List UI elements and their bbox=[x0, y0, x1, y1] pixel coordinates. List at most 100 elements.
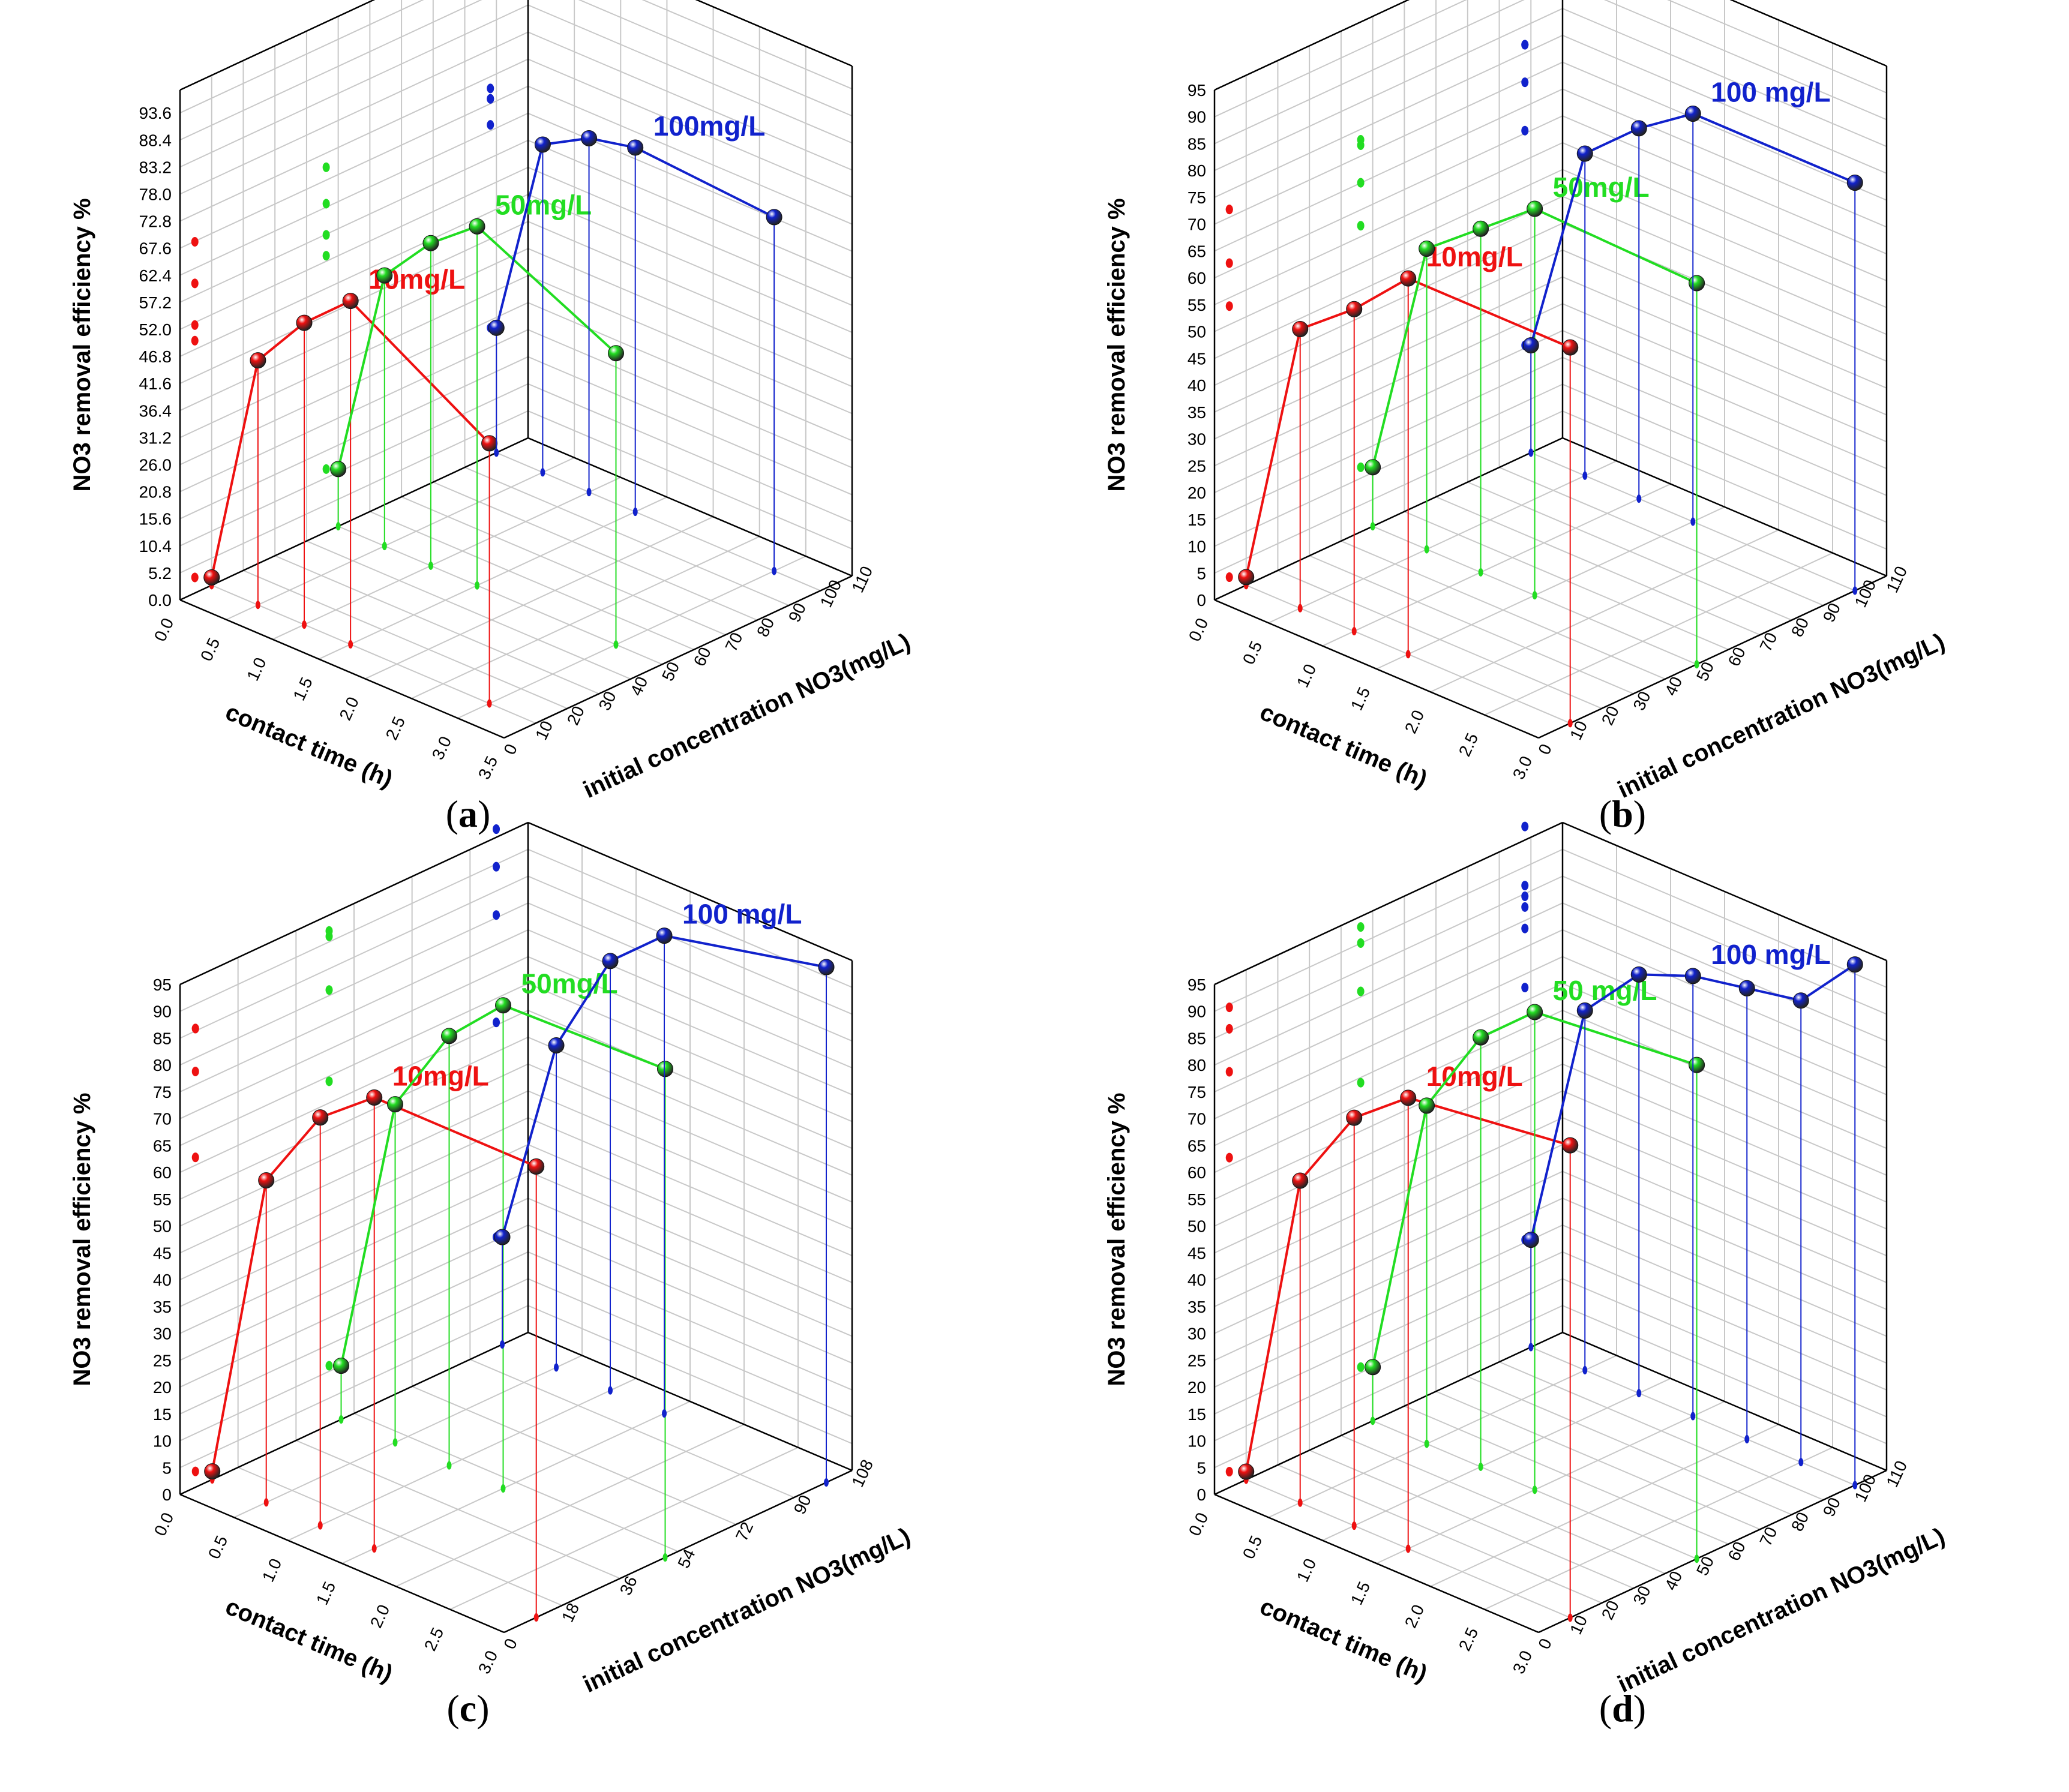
z-gridline-left bbox=[1214, 1305, 1563, 1469]
z-tick-label: 75 bbox=[153, 1083, 172, 1101]
z-tick-label: 60 bbox=[1188, 269, 1206, 287]
z-tick-label: 65 bbox=[153, 1136, 172, 1155]
data-point bbox=[581, 130, 598, 146]
wall-projection bbox=[1357, 922, 1365, 932]
x-tick-label: 2.0 bbox=[1401, 707, 1428, 736]
data-point bbox=[1292, 321, 1309, 338]
floor-projection bbox=[371, 1544, 377, 1553]
y-gridline-floor bbox=[211, 584, 536, 724]
z-gridline-left bbox=[179, 275, 529, 439]
z-tick-label: 62.4 bbox=[139, 266, 172, 285]
floor-projection bbox=[586, 488, 592, 497]
data-point bbox=[1689, 275, 1705, 292]
z-gridline-back bbox=[527, 329, 853, 469]
series-label: 50mg/L bbox=[495, 189, 592, 220]
z-gridline-left bbox=[1214, 0, 1467, 118]
z-gridline-left bbox=[1214, 276, 1563, 440]
wall-projection bbox=[1225, 1067, 1233, 1077]
grid bbox=[179, 821, 853, 1634]
series-100: 100 mg/L bbox=[1521, 40, 1863, 595]
y-gridline-floor bbox=[1309, 1449, 1634, 1589]
x-axis-title: contact time (h) bbox=[1256, 1593, 1431, 1688]
z-tick-label: 45 bbox=[1188, 349, 1206, 368]
floor-projection bbox=[554, 1363, 559, 1372]
data-point bbox=[1473, 1029, 1489, 1046]
z-tick-label: 35 bbox=[153, 1298, 172, 1316]
y-gridline-floor bbox=[1499, 1361, 1824, 1501]
y-axis-title: initial concentration NO3(mg/L) bbox=[1614, 628, 1948, 803]
z-tick-label: 26.0 bbox=[139, 455, 172, 474]
floor-projection bbox=[487, 699, 492, 708]
data-point bbox=[441, 1028, 458, 1044]
wall-projection bbox=[1357, 938, 1365, 948]
z-gridline-back bbox=[527, 275, 853, 415]
series-50: 50mg/L bbox=[325, 926, 674, 1562]
z-tick-label: 93.6 bbox=[139, 104, 172, 122]
z-tick-label: 80 bbox=[1188, 161, 1206, 180]
wall-projection bbox=[322, 464, 330, 474]
z-gridline-left bbox=[179, 167, 529, 330]
z-tick-label: 55 bbox=[153, 1190, 172, 1209]
floor-projection bbox=[1694, 660, 1699, 669]
z-axis-title: NO3 removal efficiency % bbox=[69, 198, 95, 491]
z-tick-label: 70 bbox=[153, 1110, 172, 1128]
wall-projection bbox=[1357, 140, 1365, 151]
z-gridline-left bbox=[179, 139, 529, 303]
data-point bbox=[481, 435, 498, 452]
y-gridline-floor bbox=[338, 526, 663, 665]
floor-projection bbox=[1636, 1389, 1642, 1398]
data-point bbox=[422, 235, 439, 251]
z-gridline-back bbox=[527, 410, 853, 550]
data-point bbox=[602, 953, 619, 969]
z-tick-label: 72.8 bbox=[139, 212, 172, 231]
axis-frame-edge bbox=[179, 599, 505, 739]
data-point bbox=[1684, 106, 1701, 122]
z-tick-label: 90 bbox=[153, 1002, 172, 1021]
y-tick-label: 72 bbox=[732, 1519, 757, 1544]
chart-panel-b: 0 5 10 15 20 25 30 35 40 45 50 55 60 65 70 75 80 85 90 95 0.… bbox=[1034, 0, 2069, 895]
data-point bbox=[1684, 968, 1701, 984]
z-gridline-left bbox=[179, 248, 529, 412]
x-tick-label: 1.5 bbox=[1347, 1578, 1374, 1607]
chart-b-svg: 0 5 10 15 20 25 30 35 40 45 50 55 60 65 70 75 80 85 90 95 0.… bbox=[1104, 0, 1949, 803]
x-tick-label: 1.5 bbox=[1347, 684, 1374, 713]
x-gridline-floor bbox=[1430, 529, 1779, 693]
data-point bbox=[1576, 1002, 1593, 1019]
data-point bbox=[1576, 145, 1593, 162]
z-tick-label: 0.0 bbox=[148, 591, 172, 610]
x-tick-label: 1.5 bbox=[313, 1578, 340, 1607]
z-gridline-left bbox=[179, 329, 529, 493]
x-tick-label: 3.0 bbox=[428, 734, 455, 763]
floor-projection bbox=[1690, 1412, 1696, 1421]
x-tick-label: 2.0 bbox=[1401, 1602, 1428, 1631]
wall-projection bbox=[1521, 902, 1529, 912]
z-tick-label: 50 bbox=[1188, 323, 1206, 341]
data-point bbox=[494, 1229, 511, 1245]
z-gridline-left bbox=[1214, 956, 1563, 1119]
x-gridline-floor bbox=[226, 457, 575, 620]
floor-projection bbox=[662, 1553, 668, 1562]
y-tick-label: 60 bbox=[1725, 644, 1749, 669]
wall-projection bbox=[322, 230, 330, 240]
z-tick-label: 10 bbox=[153, 1432, 172, 1451]
y-gridline-floor bbox=[401, 496, 726, 636]
y-gridline-floor bbox=[306, 540, 631, 680]
wall-projection bbox=[325, 985, 333, 995]
z-gridline-left bbox=[1214, 330, 1563, 493]
z-tick-label: 57.2 bbox=[139, 293, 172, 312]
series-50: 50mg/L bbox=[1357, 135, 1705, 669]
wall-projection bbox=[191, 572, 199, 583]
floor-projection bbox=[1370, 1416, 1375, 1425]
series-label: 100 mg/L bbox=[1711, 77, 1830, 108]
y-gridline-floor bbox=[1278, 1464, 1602, 1604]
z-tick-label: 40 bbox=[1188, 376, 1206, 395]
wall-projection bbox=[493, 824, 500, 835]
x-tick-label: 0.0 bbox=[1185, 1509, 1212, 1538]
caption-b: (b) bbox=[1599, 793, 1647, 835]
z-tick-label: 30 bbox=[1188, 430, 1206, 449]
data-point bbox=[627, 139, 644, 156]
x-tick-label: 2.5 bbox=[1455, 730, 1482, 759]
data-point bbox=[1346, 301, 1363, 317]
chart-panel-c: 0 5 10 15 20 25 30 35 40 45 50 55 60 65 70 75 80 85 90 95 0.… bbox=[0, 821, 1034, 1789]
y-gridline-floor bbox=[1341, 540, 1666, 680]
